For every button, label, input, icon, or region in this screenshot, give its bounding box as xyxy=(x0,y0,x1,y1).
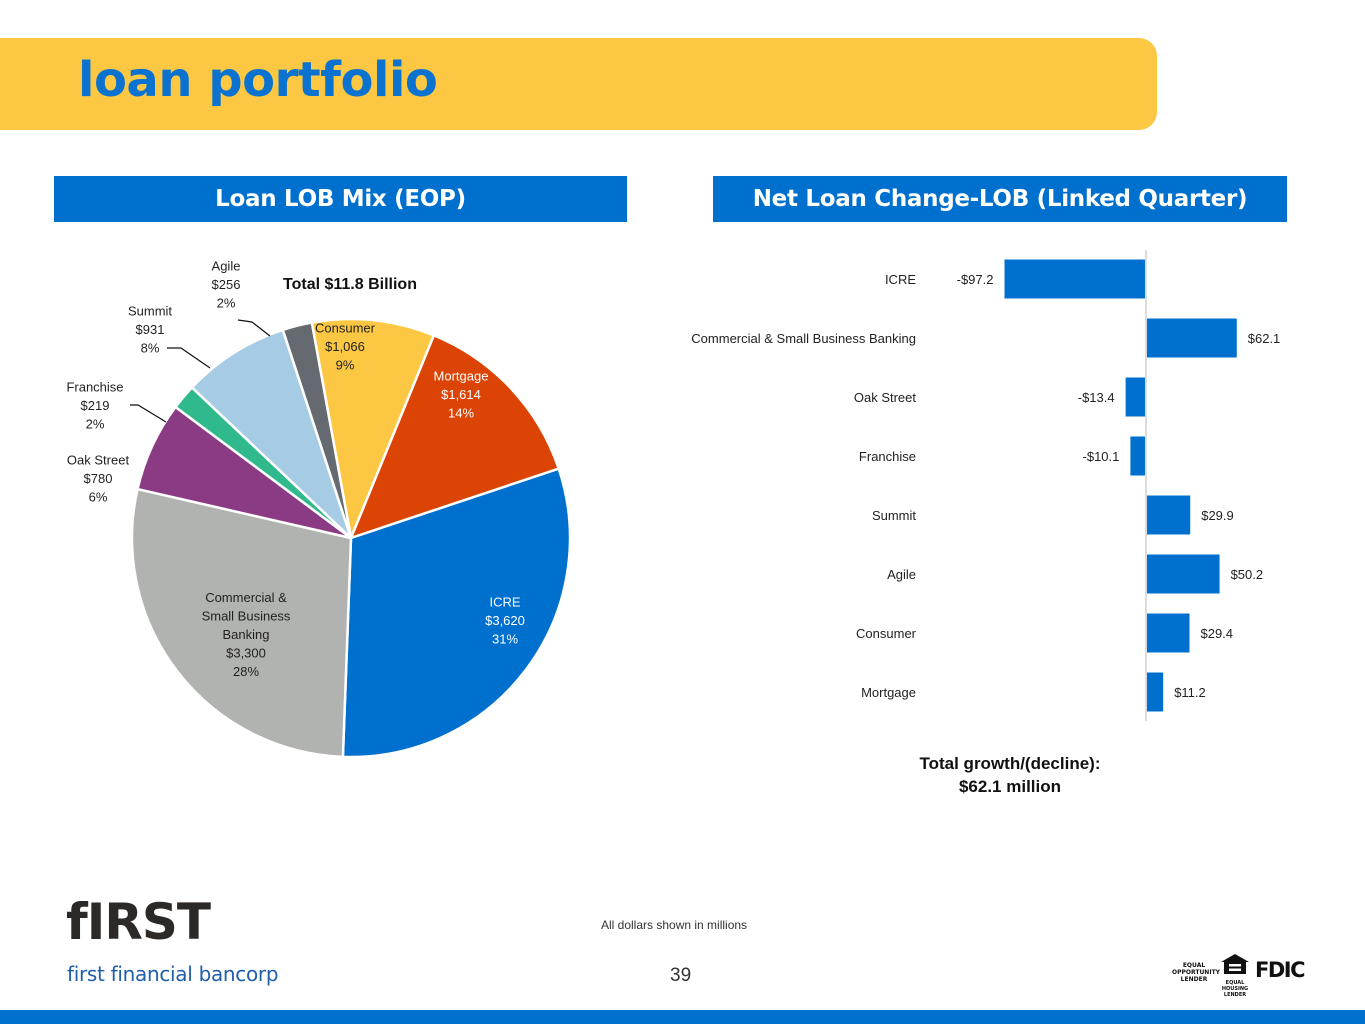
total-growth-line1: Total growth/(decline): xyxy=(919,754,1101,773)
pie-leader-agile xyxy=(237,319,271,337)
bar-category-label-mortgage: Mortgage xyxy=(861,685,916,700)
bar-category-label-summit: Summit xyxy=(872,508,916,523)
bar-category-label-franchise: Franchise xyxy=(859,449,916,464)
house-icon xyxy=(1221,954,1249,974)
bar-mortgage xyxy=(1147,672,1164,712)
bar-agile xyxy=(1147,554,1220,594)
logo-subtitle: first financial bancorp xyxy=(67,962,279,986)
bar-category-label-icre: ICRE xyxy=(885,272,916,287)
pie-slice-commercial-small-business-banking xyxy=(130,487,353,759)
pie-label-agile: Agile $256 2% xyxy=(212,259,241,311)
pie-label-franchise: Franchise $219 2% xyxy=(66,380,123,432)
bar-commercial-small-business-banking xyxy=(1147,318,1237,358)
bar-franchise xyxy=(1130,436,1145,476)
bar-value-label-franchise: -$10.1 xyxy=(1083,449,1120,464)
bar-value-label-agile: $50.2 xyxy=(1231,567,1264,582)
pie-slice-agile xyxy=(281,321,353,539)
pie-slice-icre xyxy=(341,467,572,759)
pie-label-commercial-small-business-banking: Commercial & Small Business Banking $3,300 2… xyxy=(202,590,291,679)
pie-label-oak-street: Oak Street $780 6% xyxy=(67,453,130,505)
page-number: 39 xyxy=(670,965,692,986)
pie-total-label: Total $11.8 Billion xyxy=(283,276,417,293)
pie-slice-mortgage xyxy=(348,333,561,541)
bar-category-label-consumer: Consumer xyxy=(856,626,917,641)
bar-oak-street xyxy=(1125,377,1145,417)
bar-icre xyxy=(1004,259,1145,299)
pie-leader-summit xyxy=(167,347,211,369)
bar-value-label-icre: -$97.2 xyxy=(957,272,994,287)
pie-chart: Consumer $1,066 9% Mortgage $1,614 14% ICRE $3,… xyxy=(66,259,572,759)
bar-summit xyxy=(1147,495,1191,535)
pie-leader-franchise xyxy=(130,404,167,423)
bottom-bar xyxy=(0,1010,1365,1024)
total-growth: Total growth/(decline): $62.1 million xyxy=(880,752,1140,798)
bar-value-label-consumer: $29.4 xyxy=(1200,626,1233,641)
bar-category-label-commercial-small-business-banking: Commercial & Small Business Banking xyxy=(691,331,916,346)
footnote: All dollars shown in millions xyxy=(601,918,748,932)
pie-label-icre: ICRE $3,620 31% xyxy=(485,595,525,647)
total-growth-line2: $62.1 million xyxy=(958,777,1062,796)
first-logo-wordmark: fIRST xyxy=(66,893,211,951)
pie-label-summit: Summit $931 8% xyxy=(128,304,172,356)
pie-chart-header: Loan LOB Mix (EOP) xyxy=(54,176,627,222)
bar-value-label-mortgage: $11.2 xyxy=(1174,685,1206,700)
pie-slice-summit xyxy=(190,328,353,539)
pie-slice-consumer xyxy=(310,317,436,543)
bar-category-label-agile: Agile xyxy=(887,567,916,582)
equal-housing-lender-badge: EQUAL HOUSING LENDER xyxy=(1219,953,1251,998)
pie-label-consumer: Consumer $1,066 9% xyxy=(315,321,376,373)
title-banner xyxy=(0,38,1157,130)
bar-value-label-summit: $29.9 xyxy=(1201,508,1234,523)
page-title: loan portfolio xyxy=(78,52,438,108)
bar-chart: ICRE -$97.2 Commercial & Small Business Ba… xyxy=(691,250,1281,721)
fdic-logo: FDIC xyxy=(1255,958,1306,982)
pie-label-mortgage: Mortgage $1,614 14% xyxy=(434,369,489,421)
bar-value-label-commercial-small-business-banking: $62.1 xyxy=(1248,331,1281,346)
bar-value-label-oak-street: -$13.4 xyxy=(1078,390,1115,405)
equal-opportunity-lender-badge: EQUAL OPPORTUNITY LENDER xyxy=(1172,962,1221,983)
bar-consumer xyxy=(1147,613,1190,653)
equal-housing-text: EQUAL HOUSING LENDER xyxy=(1221,980,1249,998)
bar-chart-header: Net Loan Change-LOB (Linked Quarter) xyxy=(713,176,1287,222)
bar-category-label-oak-street: Oak Street xyxy=(854,390,917,405)
